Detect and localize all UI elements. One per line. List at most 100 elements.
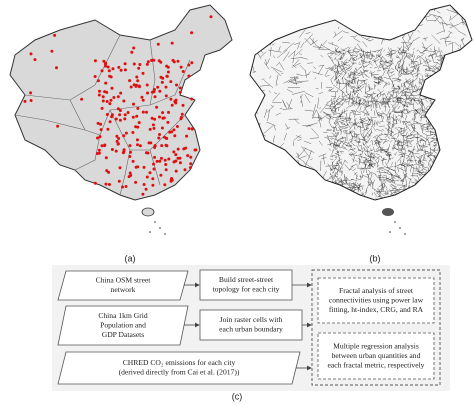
node-label: China OSM street [96,276,152,285]
city-dot [161,111,165,115]
city-dot [144,151,148,155]
city-dot [134,125,138,129]
city-dot [181,70,185,73]
city-dot [166,120,170,124]
city-dot [80,97,84,101]
city-dot [124,185,128,188]
city-dot [100,106,104,110]
city-dot [151,123,155,127]
city-dot [155,105,159,109]
city-dot [128,79,132,83]
city-dot [167,157,171,161]
city-dot [115,139,119,143]
city-dot [93,59,97,63]
city-dot [148,171,152,175]
node-label: Population and [100,320,146,329]
city-dot [164,136,168,140]
city-dot [164,163,168,166]
city-dot [104,81,108,85]
input-box [57,305,189,346]
city-dot [172,128,176,132]
city-dot [169,80,173,84]
city-dot [96,136,99,140]
city-dot [173,134,177,138]
city-dot [55,66,58,70]
analysis-box [317,277,435,324]
city-dot [97,151,101,155]
node-label: Join raster cells with [220,315,283,324]
city-dot [129,85,133,89]
city-dot [137,66,141,70]
city-dot [108,183,111,186]
city-dot [123,62,127,66]
city-dot [93,75,97,78]
city-dot [150,116,154,120]
process-box [199,309,303,341]
city-dot [110,115,114,119]
city-dot [117,179,121,183]
city-dot [146,91,149,95]
city-dot [166,70,170,74]
node-label: each fractal metric, respectively [328,360,425,369]
city-dot [123,117,127,121]
city-dot [164,143,168,147]
city-dot [106,65,110,69]
city-dot [151,183,155,187]
city-dot [103,144,107,148]
city-dot [190,127,194,131]
city-dot [106,127,110,131]
city-dot [121,185,124,189]
city-dot [183,168,187,172]
city-dot [163,183,167,187]
city-dot [134,180,138,184]
city-dot [176,147,180,151]
node-label: GDP Datasets [102,330,145,339]
city-dot [122,148,126,152]
city-dot [116,95,120,99]
city-dot [172,60,176,64]
city-dot [50,49,54,53]
city-dot [123,68,127,72]
city-dot [118,113,122,117]
city-dot [145,83,149,87]
city-dot [108,74,112,78]
city-dot [53,33,57,37]
city-dot [132,46,136,50]
city-dot [116,107,120,111]
city-dot [165,74,169,78]
city-dot [145,110,148,114]
city-dot [128,155,132,158]
city-dot [56,124,60,128]
city-dot [104,62,107,66]
city-dot [189,155,193,159]
city-dot [178,90,182,94]
city-dot [107,170,111,174]
city-dot [153,144,157,148]
city-dot [190,97,194,101]
city-dot [157,136,161,140]
node-label: topology for each city [213,285,280,294]
city-dot [122,99,126,103]
city-dot [128,171,132,175]
city-dot [186,154,190,158]
city-dot [97,148,101,152]
city-dot [179,117,183,121]
city-dot [152,58,156,62]
city-dot [118,109,122,112]
city-dot [188,166,192,170]
city-dot [105,113,109,116]
city-dot [164,85,168,89]
node-label: China 1km Grid [98,311,148,320]
analysis-box [317,332,435,380]
city-dot [178,156,182,160]
city-dot [126,111,130,114]
city-dot [181,103,185,107]
city-dot [136,165,140,169]
node-label: network [111,285,136,294]
city-dot [96,121,100,125]
city-dot [107,69,111,73]
panel-label: (c) [232,391,243,401]
city-dot [109,98,113,102]
city-dot [145,62,149,66]
